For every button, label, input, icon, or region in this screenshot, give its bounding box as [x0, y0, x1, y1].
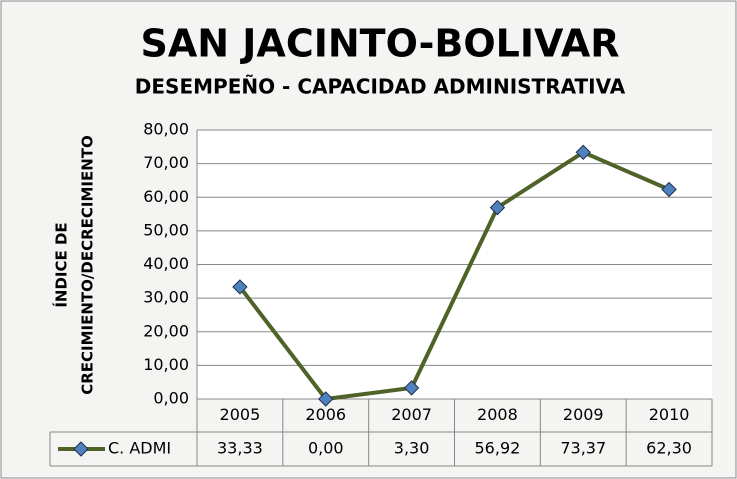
data-label: 73,37 [560, 439, 606, 458]
y-tick-label: 10,00 [143, 355, 189, 374]
marker [403, 380, 420, 396]
marker [489, 199, 506, 216]
y-tick-label: 70,00 [143, 153, 189, 172]
y-tick-label: 80,00 [143, 120, 189, 139]
x-tick-label: 2007 [391, 405, 432, 424]
data-label: 56,92 [475, 439, 521, 458]
data-label: 0,00 [308, 439, 344, 458]
x-tick-label: 2010 [649, 405, 690, 424]
data-label: 33,33 [217, 439, 263, 458]
x-tick-label: 2008 [477, 405, 518, 424]
x-tick-label: 2009 [563, 405, 604, 424]
y-tick-label: 0,00 [153, 389, 189, 408]
y-tick-label: 30,00 [143, 288, 189, 307]
y-tick-label: 60,00 [143, 187, 189, 206]
marker [575, 144, 591, 161]
marker [661, 181, 677, 198]
y-tick-label: 40,00 [143, 254, 189, 273]
legend-marker [73, 441, 89, 457]
chart-subtitle: DESEMPEÑO - CAPACIDAD ADMINISTRATIVA [135, 75, 626, 99]
y-axis-label: ÍNDICE DE [52, 222, 71, 307]
y-tick-label: 20,00 [143, 321, 189, 340]
legend-label: C. ADMI [108, 439, 171, 458]
y-axis-label: CRECIMIENTO/DECRECIMIENTO [79, 135, 97, 395]
y-tick-label: 50,00 [143, 220, 189, 239]
marker [232, 279, 248, 295]
marker [318, 391, 334, 407]
x-tick-label: 2006 [305, 405, 346, 424]
x-tick-label: 2005 [220, 405, 261, 424]
data-label: 62,30 [646, 439, 692, 458]
chart-title: SAN JACINTO-BOLIVAR [140, 22, 619, 66]
data-label: 3,30 [394, 439, 430, 458]
series-line [238, 150, 670, 401]
